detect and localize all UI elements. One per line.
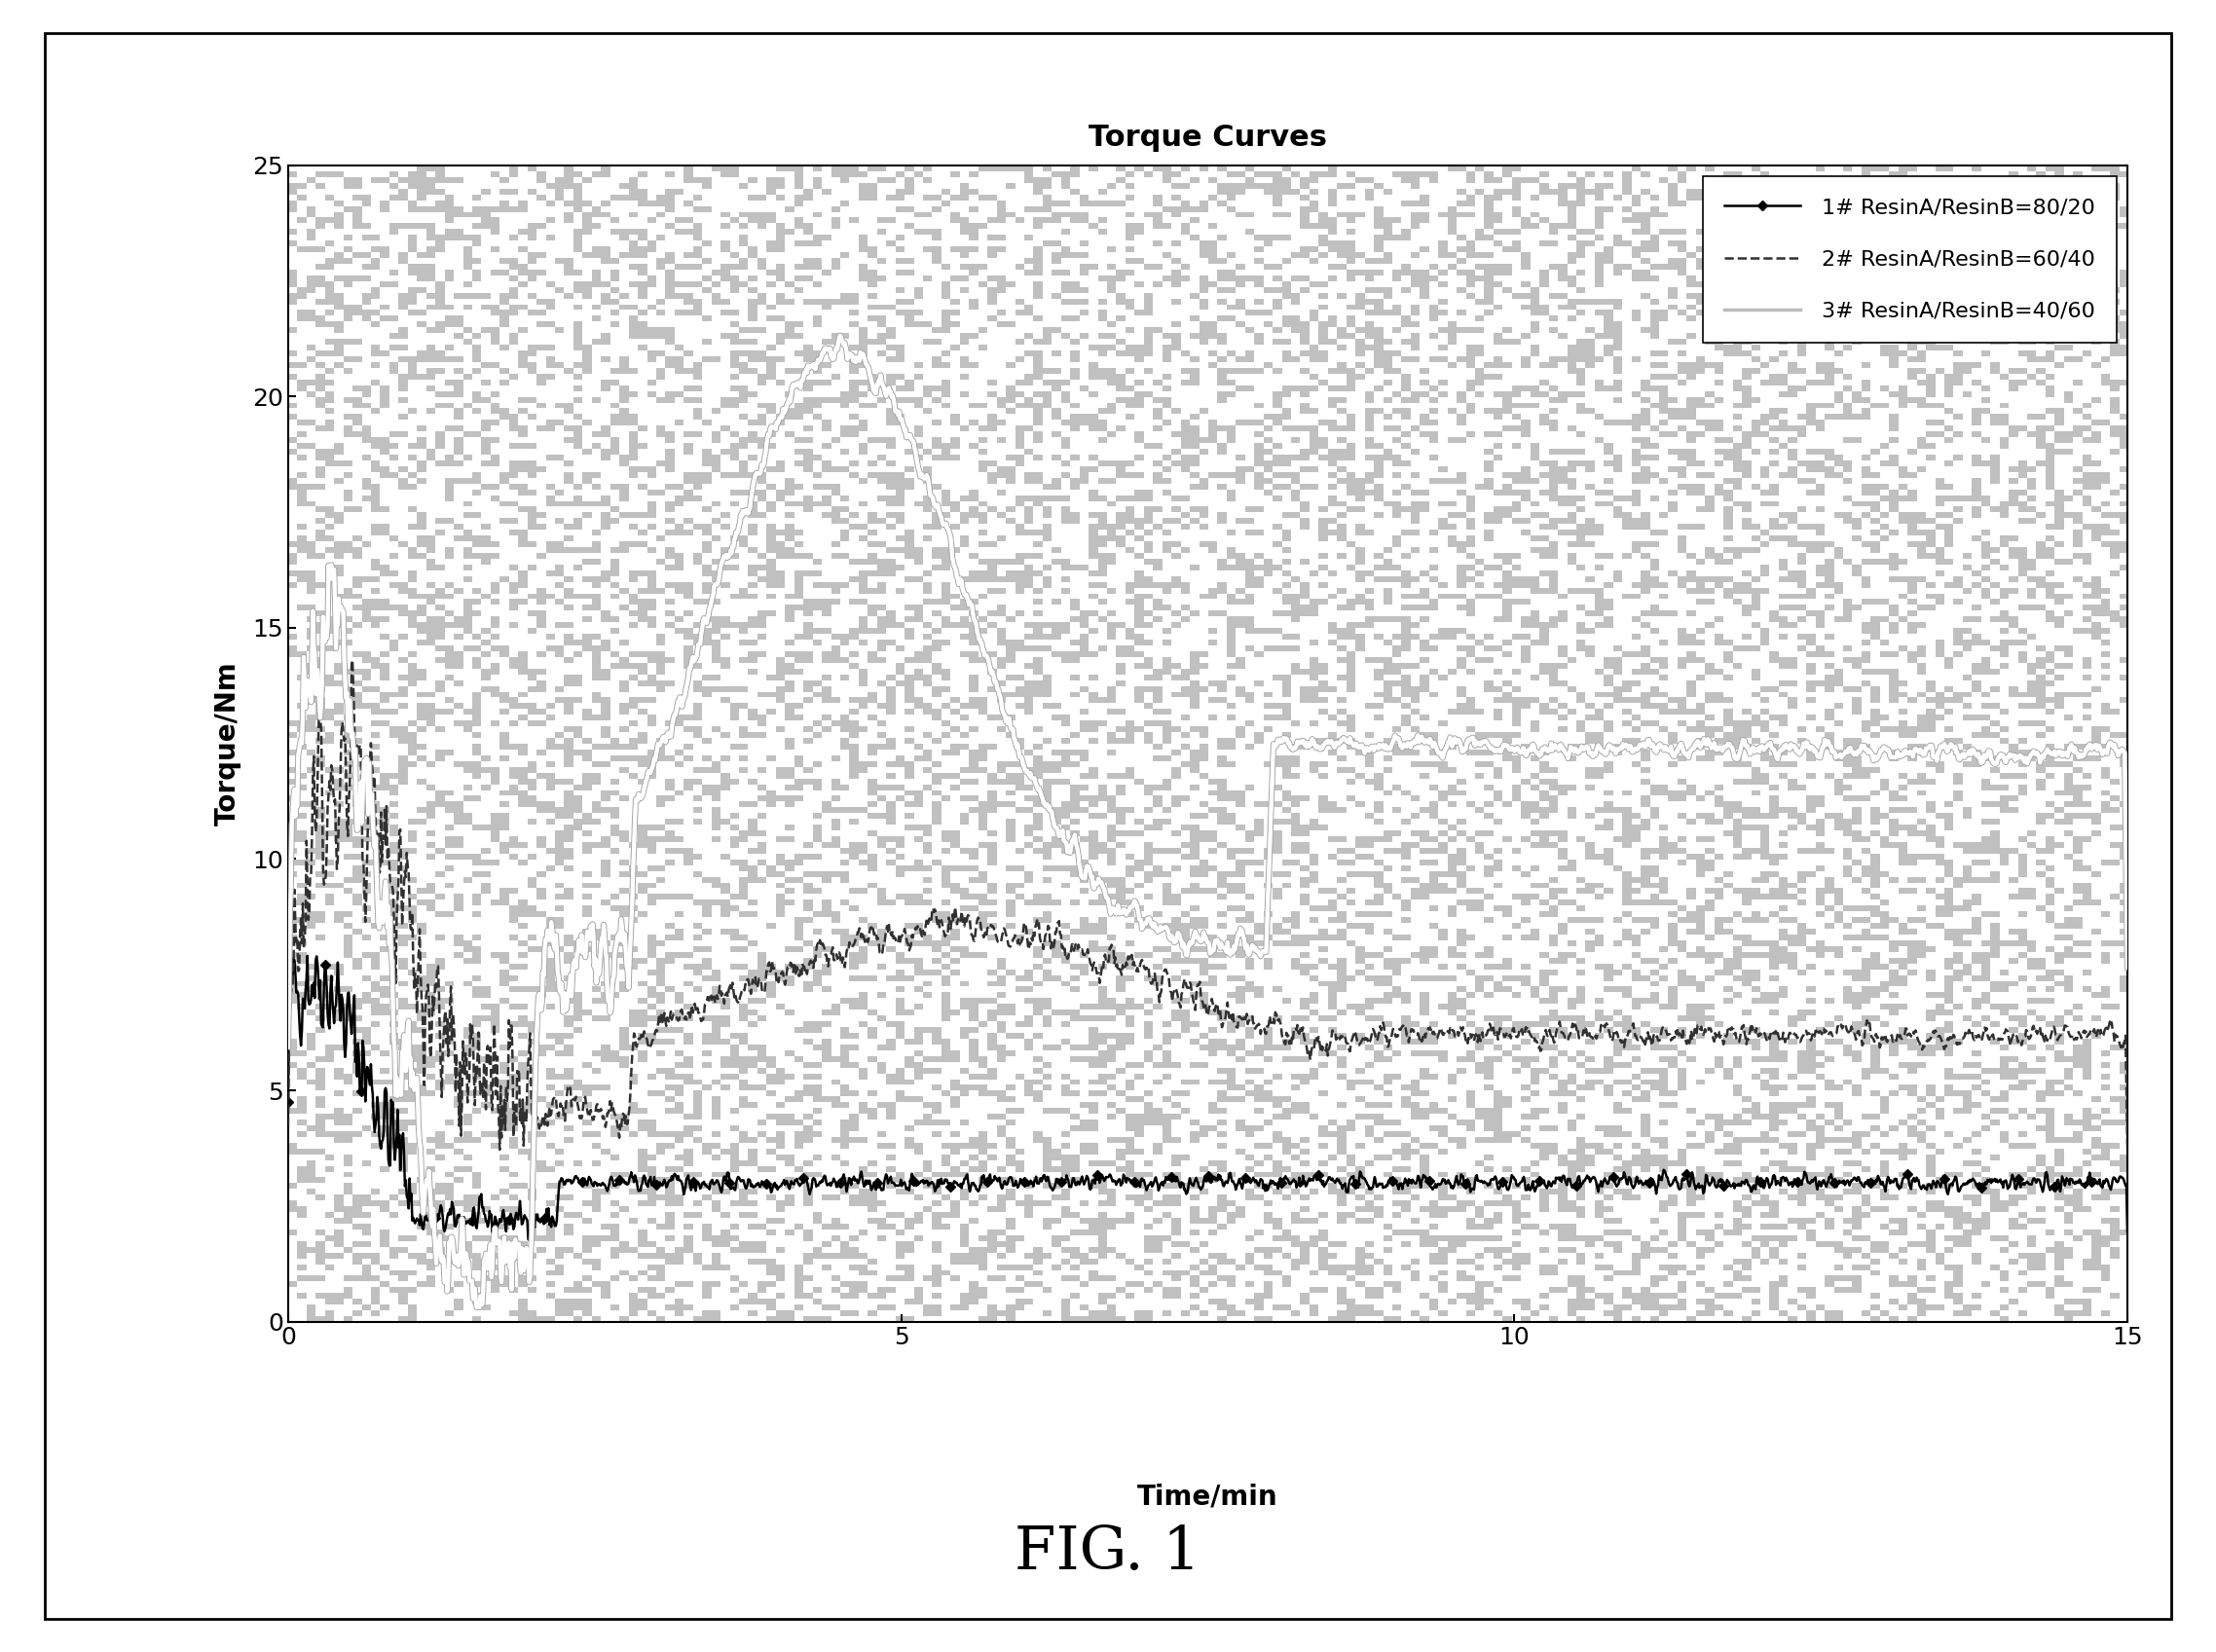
1# ResinA/ResinB=80/20 (2114, 1221, 2141, 1241)
1# ResinA/ResinB=80/20 (370, 1130, 397, 1150)
2# ResinA/ResinB=60/40 (485, 1140, 512, 1160)
Text: Time/min: Time/min (1137, 1483, 1279, 1510)
Legend: 1# ResinA/ResinB=80/20, 2# ResinA/ResinB=60/40, 3# ResinA/ResinB=40/60: 1# ResinA/ResinB=80/20, 2# ResinA/ResinB… (1702, 177, 2116, 342)
Line: 1# ResinA/ResinB=80/20: 1# ResinA/ResinB=80/20 (284, 953, 2132, 1244)
3# ResinA/ResinB=40/60 (2114, 958, 2141, 978)
2# ResinA/ResinB=60/40 (275, 1117, 301, 1137)
3# ResinA/ResinB=40/60 (2063, 742, 2090, 762)
Title: Torque Curves: Torque Curves (1088, 124, 1327, 152)
1# ResinA/ResinB=80/20 (1724, 1175, 1751, 1194)
1# ResinA/ResinB=80/20 (275, 1092, 301, 1112)
3# ResinA/ResinB=40/60 (368, 904, 394, 923)
1# ResinA/ResinB=80/20 (1170, 1180, 1197, 1199)
3# ResinA/ResinB=40/60 (2061, 738, 2087, 758)
Y-axis label: Torque/Nm: Torque/Nm (215, 661, 242, 826)
Line: 3# ResinA/ResinB=40/60: 3# ResinA/ResinB=40/60 (288, 335, 2127, 1307)
3# ResinA/ResinB=40/60 (275, 1037, 301, 1057)
3# ResinA/ResinB=40/60 (827, 325, 853, 345)
2# ResinA/ResinB=60/40 (2063, 1028, 2090, 1047)
1# ResinA/ResinB=80/20 (516, 1231, 543, 1251)
2# ResinA/ResinB=60/40 (1724, 1032, 1751, 1052)
3# ResinA/ResinB=40/60 (1724, 748, 1751, 768)
1# ResinA/ResinB=80/20 (2061, 1175, 2087, 1194)
2# ResinA/ResinB=60/40 (2061, 1029, 2087, 1049)
3# ResinA/ResinB=40/60 (463, 1297, 490, 1317)
1# ResinA/ResinB=80/20 (295, 947, 321, 966)
2# ResinA/ResinB=60/40 (370, 826, 397, 846)
2# ResinA/ResinB=60/40 (1170, 971, 1197, 991)
3# ResinA/ResinB=40/60 (1121, 894, 1148, 914)
1# ResinA/ResinB=80/20 (2063, 1171, 2090, 1191)
2# ResinA/ResinB=60/40 (1121, 957, 1148, 976)
2# ResinA/ResinB=60/40 (339, 649, 366, 669)
Line: 2# ResinA/ResinB=60/40: 2# ResinA/ResinB=60/40 (288, 659, 2127, 1150)
1# ResinA/ResinB=80/20 (1121, 1173, 1148, 1193)
3# ResinA/ResinB=40/60 (1170, 937, 1197, 957)
2# ResinA/ResinB=60/40 (2114, 1135, 2141, 1155)
Text: FIG. 1: FIG. 1 (1015, 1523, 1201, 1583)
